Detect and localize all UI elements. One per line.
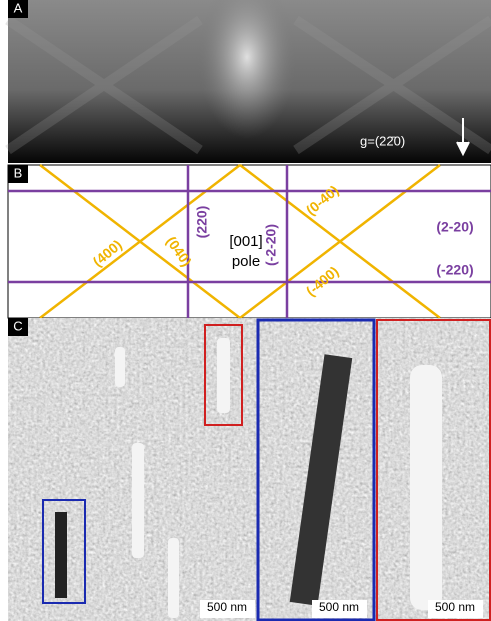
reflection: (220) (194, 206, 210, 239)
reflection: (-220) (436, 262, 473, 278)
pole-label: pole (232, 253, 260, 270)
reflection: (-2-20) (263, 224, 279, 266)
panel-label: A (14, 0, 23, 15)
pole-label: [001] (229, 233, 262, 250)
panel-c: C 500 nm 500 nm 500 nm (8, 318, 491, 621)
scale-bar: 500 nm (319, 600, 359, 614)
reflection: (2-20) (436, 219, 473, 235)
g-vector: g=(22̄0) (360, 133, 405, 148)
image-a-tile (198, 0, 296, 163)
scale-bar: 500 nm (435, 600, 475, 614)
figure: A g=(22̄0) B [001] pole (220) (-2-20) (0… (0, 0, 491, 621)
page: {"panel_a": {"label": "A", "g_vector": "… (0, 0, 491, 621)
panel-a: A g=(22̄0) (8, 0, 491, 163)
panel-label: B (14, 165, 23, 180)
panel-b: B [001] pole (220) (-2-20) (0-40) (2-20)… (8, 165, 491, 318)
scale-bar: 500 nm (207, 600, 247, 614)
panel-label: C (13, 318, 22, 333)
